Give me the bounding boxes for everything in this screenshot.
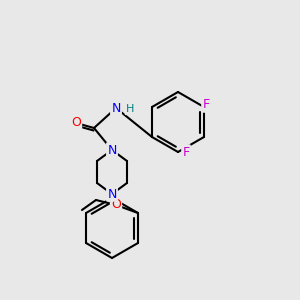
Text: H: H: [126, 104, 134, 114]
Text: O: O: [111, 199, 121, 212]
Text: F: F: [182, 146, 190, 158]
Text: O: O: [71, 116, 81, 130]
Text: N: N: [111, 101, 121, 115]
Text: N: N: [107, 188, 117, 200]
Text: F: F: [202, 98, 209, 112]
Text: N: N: [107, 143, 117, 157]
